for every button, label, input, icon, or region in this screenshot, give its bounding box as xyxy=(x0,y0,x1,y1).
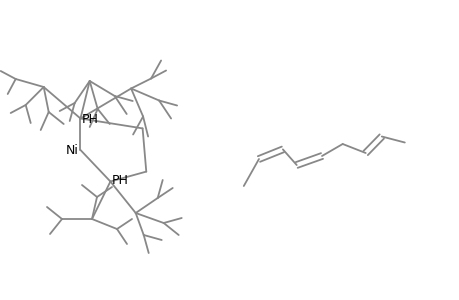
Text: PH: PH xyxy=(81,113,98,126)
Text: Ni: Ni xyxy=(66,143,78,157)
Text: PH: PH xyxy=(111,174,128,187)
